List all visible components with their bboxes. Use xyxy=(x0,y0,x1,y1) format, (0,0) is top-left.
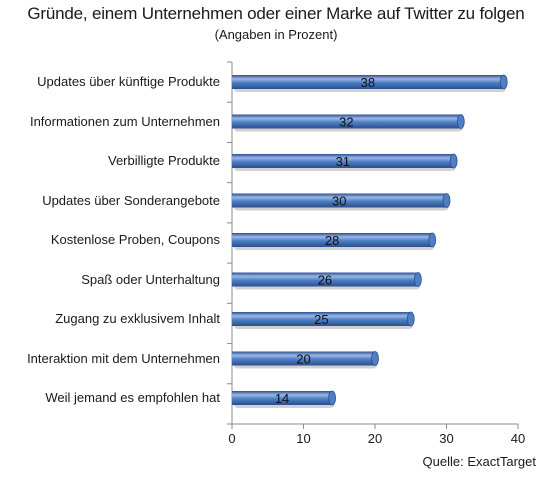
bar-cap xyxy=(328,390,337,406)
bar-body xyxy=(232,391,333,405)
bar-cap xyxy=(456,114,465,129)
value-label: 31 xyxy=(336,154,350,169)
bar-body xyxy=(232,351,375,366)
category-label: Updates über Sonderangebote xyxy=(42,192,220,208)
bar xyxy=(232,351,379,369)
chart-title: Gründe, einem Unternehmen oder einer Mar… xyxy=(27,4,525,23)
bar-body xyxy=(232,193,447,208)
bar-cap xyxy=(442,193,451,208)
bar xyxy=(232,114,465,132)
x-tick-label: 20 xyxy=(368,431,382,446)
category-label: Updates über künftige Produkte xyxy=(37,74,220,89)
value-label: 38 xyxy=(361,75,375,90)
value-label: 20 xyxy=(296,352,310,367)
bar xyxy=(232,193,451,211)
bar-cap xyxy=(449,153,458,169)
category-label: Zugang zu exklusivem Inhalt xyxy=(55,311,220,326)
bar xyxy=(232,311,415,329)
bar xyxy=(232,390,337,408)
value-label: 25 xyxy=(314,312,328,327)
bar xyxy=(232,153,458,171)
category-label: Interaktion mit dem Unternehmen xyxy=(27,350,220,366)
x-tick-label: 40 xyxy=(511,431,525,446)
bar-cap xyxy=(371,351,379,366)
x-tick-label: 0 xyxy=(228,431,235,446)
value-label: 30 xyxy=(332,194,346,209)
value-label: 26 xyxy=(318,273,332,288)
bar xyxy=(232,232,437,250)
chart-subtitle: (Angaben in Prozent) xyxy=(214,27,338,42)
bar xyxy=(232,74,508,92)
bar-body xyxy=(232,75,504,89)
bar xyxy=(232,272,422,290)
value-label: 28 xyxy=(325,233,339,248)
value-label: 14 xyxy=(275,391,289,406)
bar-body xyxy=(232,233,433,247)
bar-body xyxy=(232,114,461,129)
x-tick-label: 10 xyxy=(296,431,310,446)
bar-body xyxy=(232,272,418,287)
bar-cap xyxy=(413,272,422,287)
x-tick-label: 30 xyxy=(439,431,453,446)
category-label: Informationen zum Unternehmen xyxy=(29,113,220,129)
category-label: Spaß oder Unterhaltung xyxy=(81,271,220,287)
bar-cap xyxy=(428,232,437,248)
category-label: Verbilligte Produkte xyxy=(107,153,220,168)
bar-body xyxy=(232,312,411,326)
source-note: Quelle: ExactTarget xyxy=(422,454,536,469)
category-label: Kostenlose Proben, Coupons xyxy=(50,232,220,247)
bar-body xyxy=(232,154,454,168)
value-label: 32 xyxy=(339,115,353,130)
bar-cap xyxy=(406,311,415,327)
bar-cap xyxy=(499,74,508,90)
category-label: Weil jemand es empfohlen hat xyxy=(45,390,220,405)
